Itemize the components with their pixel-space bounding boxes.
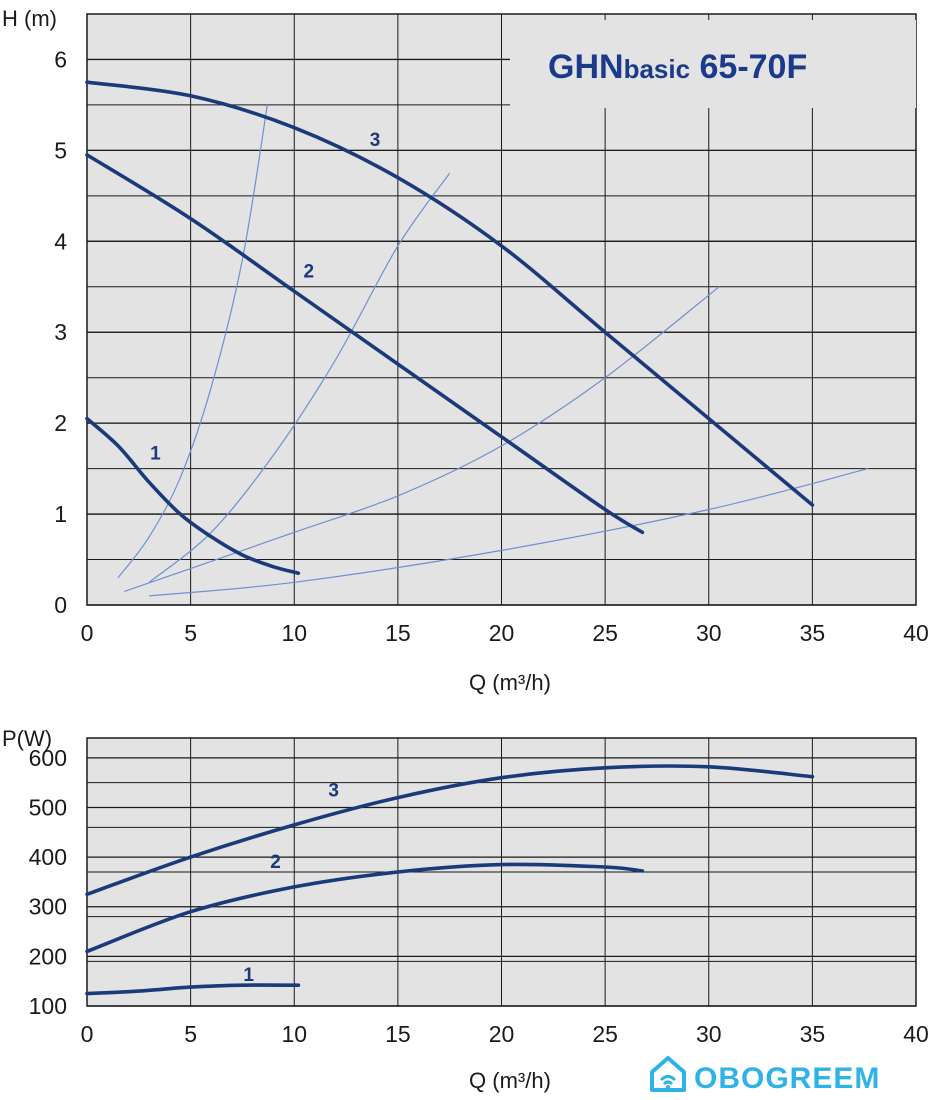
y-tick-label: 3 [54, 319, 67, 345]
x-tick-label: 10 [281, 620, 307, 646]
head-curve-chart: 0 5 10 15 20 25 30 35 40 0 1 2 3 4 5 6 1 2 3 GHNbasic 65-7… [2, 6, 929, 695]
x-tick-label: 30 [696, 620, 722, 646]
x-tick-label: 20 [489, 1021, 515, 1047]
curve-label: 3 [328, 781, 339, 802]
y-tick-label: 100 [29, 993, 67, 1019]
x-tick-label: 40 [903, 620, 929, 646]
y-axis-label: P(W) [2, 726, 52, 751]
brand-logo: OBOGREEM [650, 1056, 880, 1095]
series-line-2 [85, 153, 645, 535]
x-tick-label: 10 [281, 1021, 307, 1047]
chart-title: GHNbasic 65-70F [548, 48, 807, 86]
x-tick-label: 40 [903, 1021, 929, 1047]
series-line-3 [85, 764, 815, 897]
series-line-2 [85, 862, 645, 954]
curve-label: 3 [370, 130, 381, 151]
x-axis-label: Q (m³/h) [469, 1068, 551, 1093]
y-tick-label: 4 [54, 228, 67, 254]
x-tick-label: 20 [489, 620, 515, 646]
curve-label: 1 [243, 965, 254, 986]
x-tick-label: 0 [81, 1021, 94, 1047]
system-curve [149, 468, 869, 597]
y-tick-label: 6 [54, 46, 67, 72]
y-axis-label: H (m) [2, 6, 57, 31]
system-curve [148, 172, 451, 583]
y-tick-label: 200 [29, 943, 67, 969]
y-tick-label: 1 [54, 501, 67, 527]
series-line-1 [85, 983, 301, 996]
y-tick-label: 2 [54, 410, 67, 436]
series-line-1 [85, 416, 301, 575]
y-tick-label: 5 [54, 137, 67, 163]
curve-label: 2 [303, 262, 314, 283]
x-tick-label: 5 [184, 620, 197, 646]
x-tick-label: 30 [696, 1021, 722, 1047]
system-curve [124, 286, 720, 592]
x-tick-label: 0 [81, 620, 94, 646]
y-tick-label: 500 [29, 794, 67, 820]
y-tick-label: 0 [54, 592, 67, 618]
x-tick-label: 15 [385, 1021, 411, 1047]
y-tick-label: 300 [29, 894, 67, 920]
x-tick-label: 5 [184, 1021, 197, 1047]
x-axis-label: Q (m³/h) [469, 670, 551, 695]
system-curve [117, 104, 268, 579]
curve-label: 2 [270, 852, 281, 873]
y-tick-label: 400 [29, 844, 67, 870]
x-tick-label: 35 [800, 620, 826, 646]
svg-text:OBOGREEM: OBOGREEM [694, 1062, 880, 1095]
house-wifi-icon [650, 1056, 686, 1092]
series-line-3 [85, 80, 815, 507]
plot-border [86, 13, 917, 606]
y-tick-label: 600 [29, 745, 67, 771]
curve-label: 1 [150, 444, 161, 465]
x-tick-label: 15 [385, 620, 411, 646]
plot-border [86, 737, 917, 1007]
x-tick-label: 35 [800, 1021, 826, 1047]
power-curve-chart: 0 5 10 15 20 25 30 35 40 100 200 300 400 500 600 1 2 3 P(… [2, 726, 929, 1095]
x-tick-label: 25 [592, 620, 618, 646]
x-tick-label: 25 [592, 1021, 618, 1047]
chart-title-box [510, 20, 916, 108]
